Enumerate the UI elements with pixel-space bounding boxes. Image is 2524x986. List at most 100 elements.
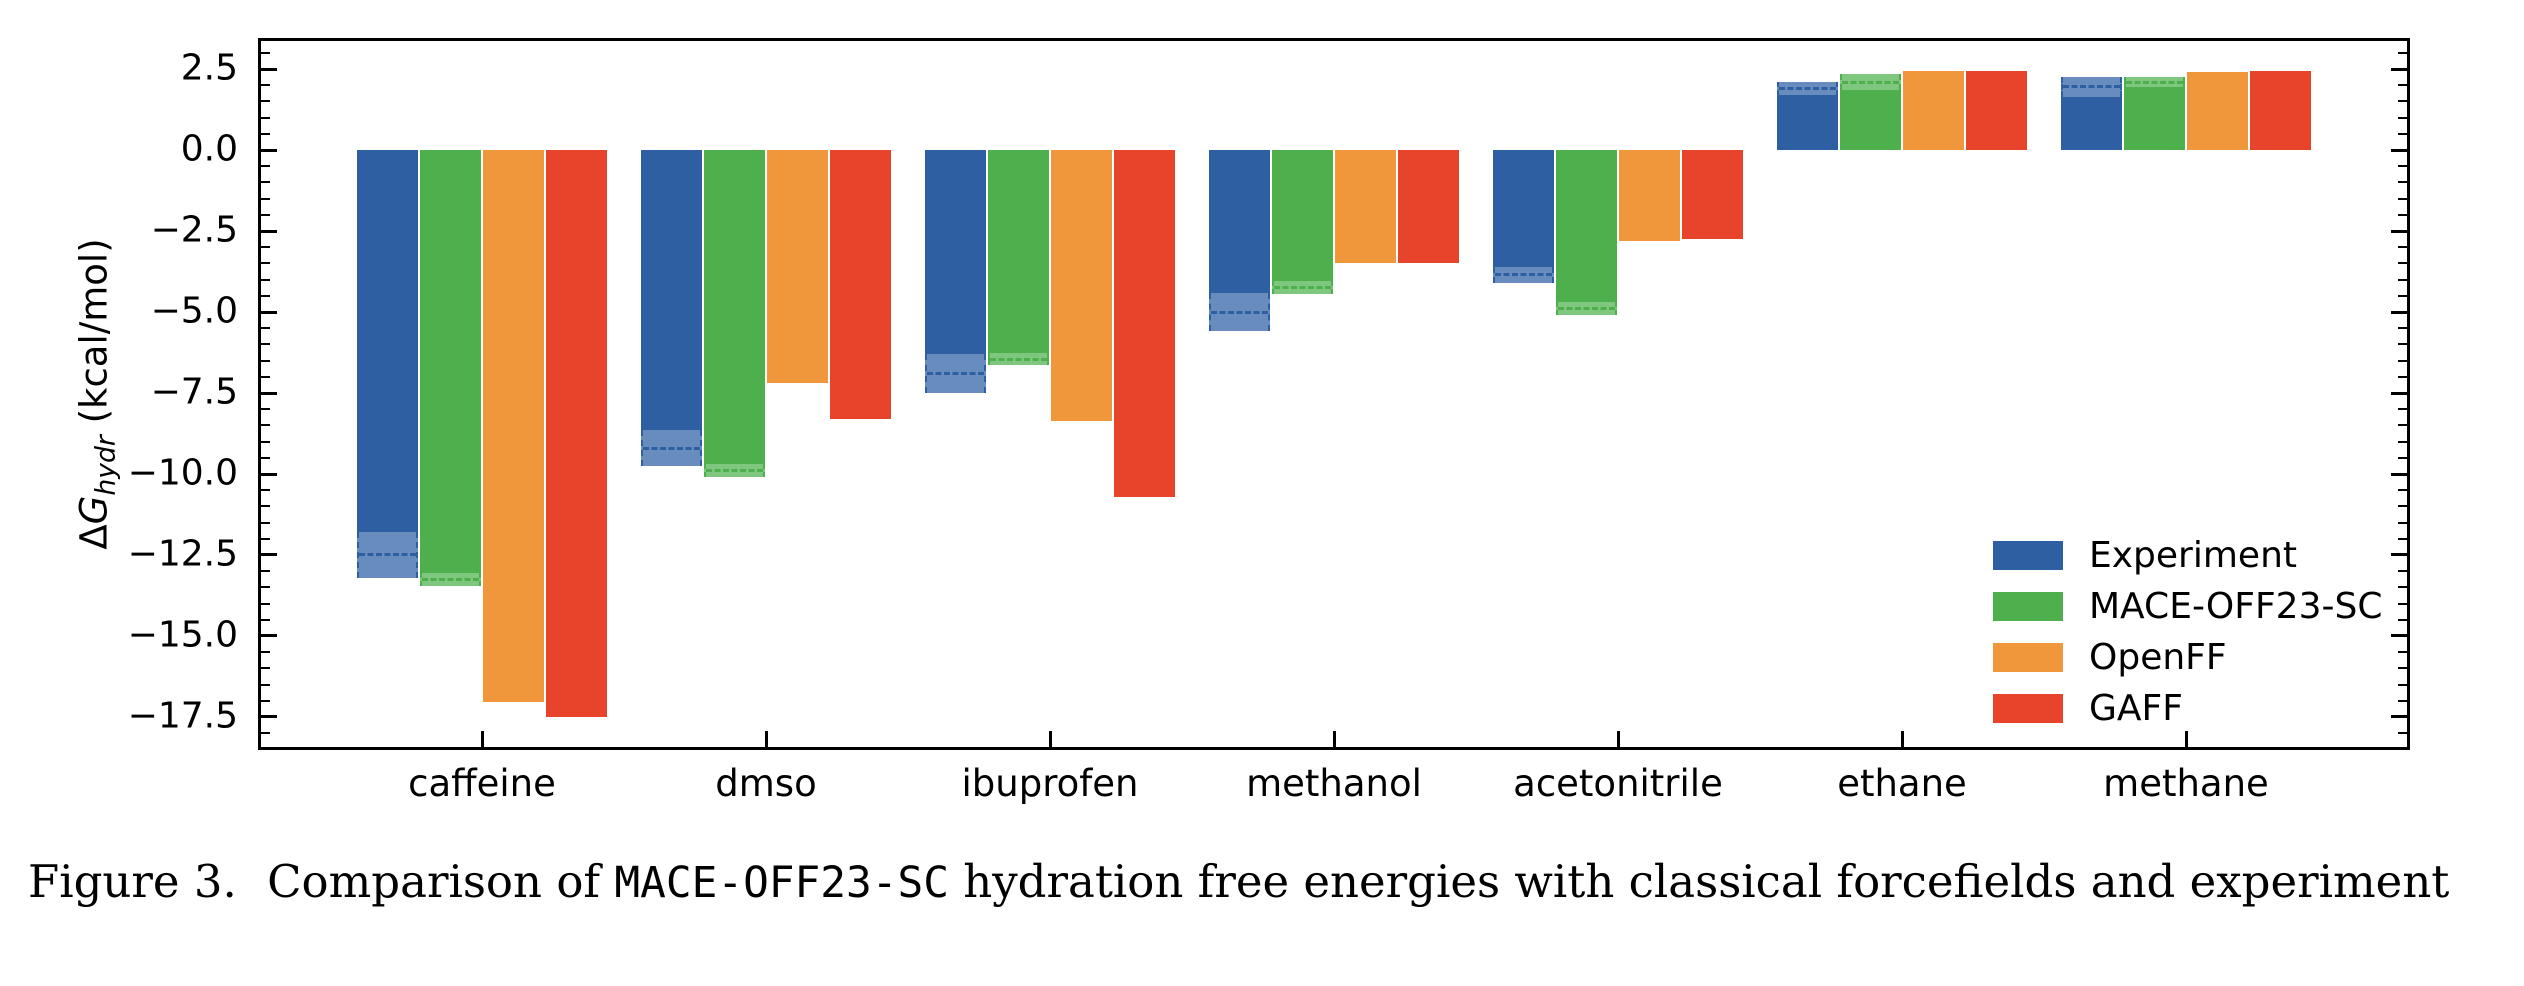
bar-methane-MACE-OFF23-SC [2124, 86, 2185, 151]
y-minor-tick [261, 51, 270, 54]
right-spine [2407, 38, 2410, 750]
y-minor-tick [2398, 537, 2407, 540]
y-minor-tick [2398, 262, 2407, 265]
y-minor-tick [2398, 505, 2407, 508]
legend-item-GAFF: GAFF [1993, 683, 2382, 734]
y-major-tick [261, 148, 277, 152]
bar-acetonitrile-GAFF [1682, 150, 1743, 240]
y-minor-tick [261, 424, 270, 427]
mean-dashed-line-methanol-MACE-OFF23-SC [1274, 286, 1331, 290]
bar-caffeine-GAFF [546, 150, 607, 717]
y-minor-tick [261, 618, 270, 621]
x-tick [764, 731, 768, 747]
y-minor-tick [2398, 602, 2407, 605]
mean-dashed-line-caffeine-MACE-OFF23-SC [422, 577, 479, 581]
mean-dashed-line-acetonitrile-MACE-OFF23-SC [1558, 307, 1615, 311]
y-minor-tick [261, 440, 270, 443]
y-minor-tick [261, 586, 270, 589]
left-spine [258, 38, 261, 750]
y-minor-tick [261, 181, 270, 184]
y-minor-tick [261, 246, 270, 249]
y-minor-tick [2398, 343, 2407, 346]
bar-methane-OpenFF [2187, 72, 2248, 151]
bar-methanol-OpenFF [1335, 150, 1396, 264]
bar-methanol-MACE-OFF23-SC [1272, 150, 1333, 282]
y-major-tick [2391, 472, 2407, 476]
y-tick-label: −12.5 [127, 533, 238, 575]
y-minor-tick [2398, 424, 2407, 427]
x-tick-label-methanol: methanol [1246, 762, 1422, 805]
y-tick-label: −2.5 [150, 209, 238, 251]
bar-methane-GAFF [2250, 70, 2311, 151]
bar-ethane-Experiment [1777, 95, 1838, 151]
y-minor-tick [261, 732, 270, 735]
y-minor-tick [2398, 181, 2407, 184]
bar-caffeine-MACE-OFF23-SC [420, 150, 481, 573]
y-minor-tick [261, 456, 270, 459]
y-minor-tick [2398, 586, 2407, 589]
y-minor-tick [2398, 651, 2407, 654]
legend-swatch-GAFF [1993, 694, 2063, 723]
y-axis-label-g: G [72, 495, 116, 525]
y-major-tick [2391, 634, 2407, 638]
x-tick-label-caffeine: caffeine [408, 762, 556, 805]
bar-methanol-GAFF [1398, 150, 1459, 264]
y-tick-label: −10.0 [127, 452, 238, 494]
y-minor-tick [2398, 100, 2407, 103]
y-tick-label: −7.5 [150, 371, 238, 413]
y-minor-tick [261, 213, 270, 216]
y-major-tick [261, 715, 277, 719]
y-axis-label-delta: Δ [72, 524, 116, 550]
bar-ibuprofen-GAFF [1114, 150, 1175, 497]
y-minor-tick [261, 116, 270, 119]
bar-acetonitrile-MACE-OFF23-SC [1556, 150, 1617, 303]
y-minor-tick [261, 165, 270, 168]
bar-dmso-Experiment [641, 150, 702, 431]
y-minor-tick [2398, 699, 2407, 702]
y-minor-tick [261, 100, 270, 103]
y-major-tick [261, 229, 277, 233]
y-axis-label-units: (kcal/mol) [72, 238, 116, 436]
y-minor-tick [261, 327, 270, 330]
y-minor-tick [261, 84, 270, 87]
y-minor-tick [2398, 456, 2407, 459]
x-tick-label-acetonitrile: acetonitrile [1513, 762, 1723, 805]
mean-dashed-line-ibuprofen-MACE-OFF23-SC [990, 357, 1047, 361]
y-minor-tick [2398, 116, 2407, 119]
x-tick-label-dmso: dmso [715, 762, 817, 805]
y-tick-label: −17.5 [127, 695, 238, 737]
bar-ibuprofen-Experiment [925, 150, 986, 355]
caption-text-after: hydration free energies with classical f… [963, 855, 2450, 908]
y-minor-tick [2398, 521, 2407, 524]
x-tick-label-ibuprofen: ibuprofen [961, 762, 1139, 805]
y-major-tick [261, 391, 277, 395]
y-minor-tick [261, 570, 270, 573]
y-minor-tick [2398, 213, 2407, 216]
y-minor-tick [261, 521, 270, 524]
bar-ibuprofen-MACE-OFF23-SC [988, 150, 1049, 353]
bar-ibuprofen-OpenFF [1051, 150, 1112, 421]
y-minor-tick [261, 278, 270, 281]
y-major-tick [261, 67, 277, 71]
y-minor-tick [261, 699, 270, 702]
legend-label-MACE-OFF23-SC: MACE-OFF23-SC [2089, 585, 2383, 627]
y-minor-tick [2398, 132, 2407, 135]
mean-dashed-line-methane-MACE-OFF23-SC [2126, 80, 2183, 84]
y-major-tick [2391, 67, 2407, 71]
legend-swatch-OpenFF [1993, 643, 2063, 672]
y-minor-tick [2398, 408, 2407, 411]
y-major-tick [261, 310, 277, 314]
y-minor-tick [261, 602, 270, 605]
y-minor-tick [2398, 667, 2407, 670]
mean-dashed-line-dmso-MACE-OFF23-SC [706, 469, 763, 473]
y-major-tick [2391, 391, 2407, 395]
y-minor-tick [261, 343, 270, 346]
y-minor-tick [261, 262, 270, 265]
plot-area: Experiment MACE-OFF23-SC OpenFF GAFF 2.5 0.0… [128, 38, 2410, 804]
bar-caffeine-Experiment [357, 150, 418, 533]
mean-dashed-line-ethane-MACE-OFF23-SC [1842, 80, 1899, 84]
y-minor-tick [261, 375, 270, 378]
legend-label-GAFF: GAFF [2089, 687, 2183, 729]
y-minor-tick [261, 132, 270, 135]
mean-dashed-line-ibuprofen-Experiment [927, 372, 984, 376]
